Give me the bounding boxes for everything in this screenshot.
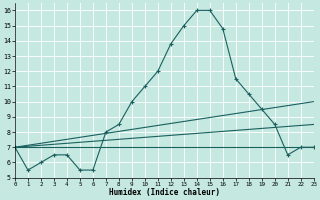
X-axis label: Humidex (Indice chaleur): Humidex (Indice chaleur) [109,188,220,197]
